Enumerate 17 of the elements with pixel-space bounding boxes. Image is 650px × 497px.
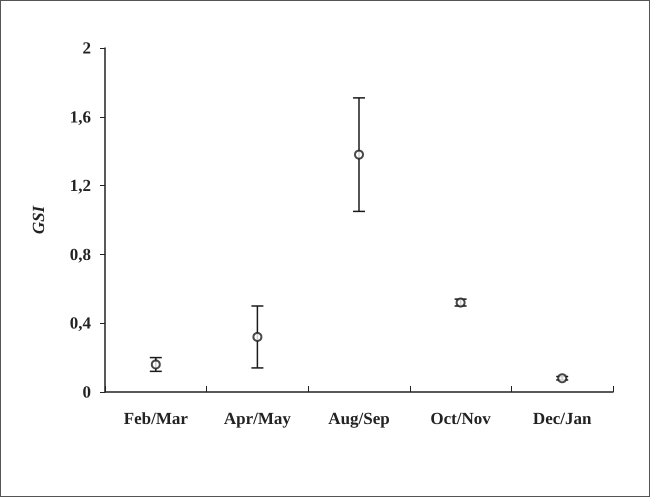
- x-tick-label: Feb/Mar: [124, 409, 188, 428]
- point: [150, 359, 161, 370]
- point: [456, 298, 466, 308]
- y-tick-label: 0,8: [70, 244, 91, 264]
- point: [557, 373, 568, 384]
- x-tick-label: Apr/May: [224, 409, 292, 428]
- y-tick-label: 1,2: [70, 176, 91, 196]
- y-tick-label: 2: [82, 38, 91, 58]
- y-tick-label: 0,4: [70, 314, 92, 333]
- y-tick-label: 1,6: [70, 107, 91, 126]
- point: [252, 332, 262, 342]
- y-axis-title: GSI: [29, 204, 48, 234]
- y-tick-label: 0: [82, 382, 91, 402]
- x-tick-label: Oct/Nov: [430, 409, 492, 428]
- x-tick-label: Dec/Jan: [532, 409, 592, 428]
- point: [354, 150, 364, 160]
- x-tick-label: Aug/Sep: [328, 409, 390, 428]
